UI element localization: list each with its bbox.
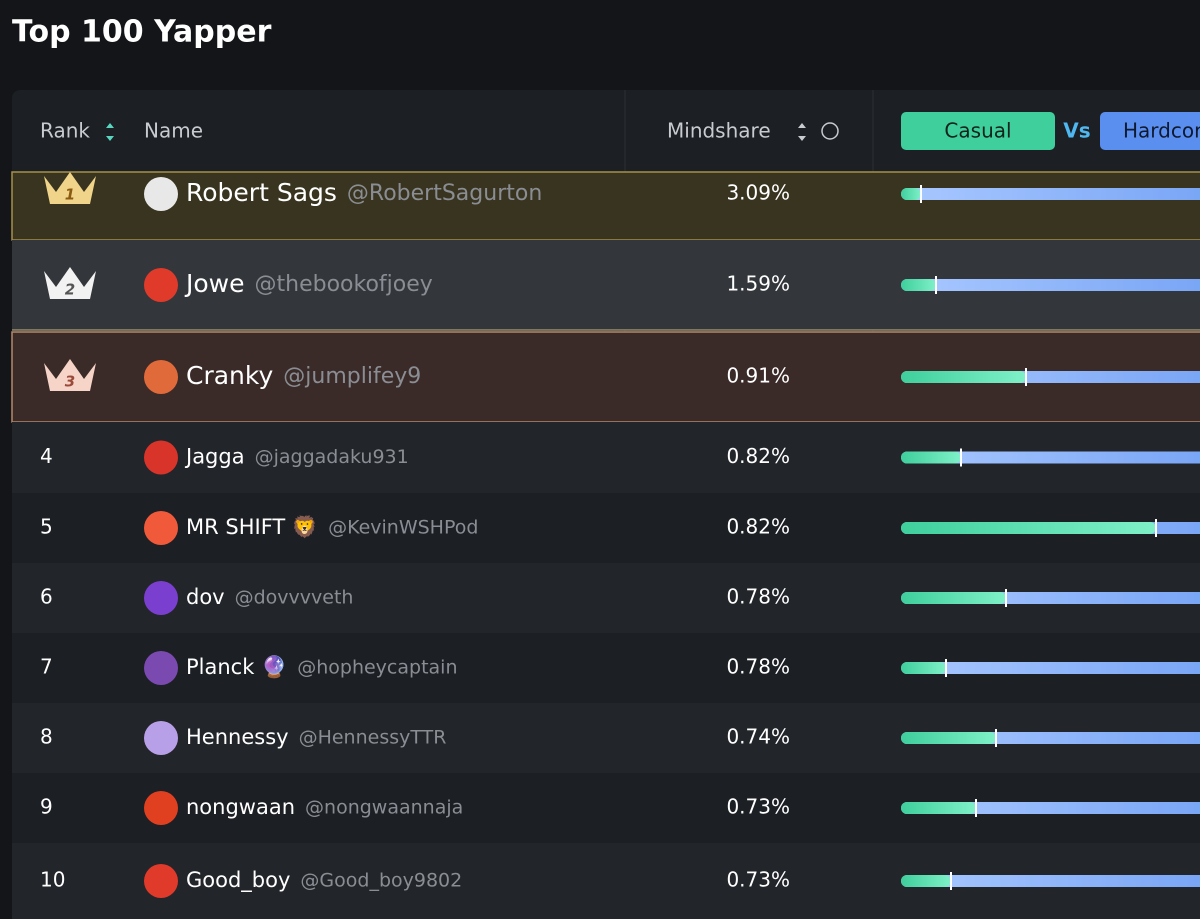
hardcore-label[interactable]: Hardcore [1123,119,1200,143]
crown-icon [44,172,96,204]
user-name: Planck 🔮 [186,654,287,679]
avatar [144,864,178,898]
user-name: Jagga [184,445,245,469]
user-name: Good_boy [186,868,290,893]
casual-bar [901,451,961,464]
mindshare: 0.82% [726,515,790,539]
casual-bar [901,188,921,200]
crown-icon [44,267,96,299]
rank: 5 [40,515,53,539]
rows: 1 Robert Sags @RobertSagurton 3.09% 2 Jowe @th… [11,171,1200,919]
user-handle: @hopheycaptain [297,657,457,679]
hardcore-bar [901,451,1200,464]
mindshare: 1.59% [726,272,790,296]
avatar [144,651,178,685]
user-name: MR SHIFT 🦁 [186,514,318,539]
rank: 4 [40,444,53,468]
crown-icon [44,359,96,391]
casual-bar [901,732,996,744]
hardcore-bar [901,279,1200,291]
casual-bar [901,662,946,674]
mindshare: 0.74% [726,725,790,749]
user-name: dov [186,585,225,609]
avatar [144,581,178,615]
rank: 10 [40,868,65,892]
hardcore-bar [901,188,1200,200]
info-icon[interactable] [821,122,839,140]
avatar [144,177,178,211]
mindshare: 3.09% [726,181,790,205]
vs-label: Vs [1063,119,1090,143]
user-name: nongwaan [186,795,295,819]
casual-label[interactable]: Casual [944,119,1011,143]
avatar [144,791,178,825]
mindshare: 0.78% [726,585,790,609]
user-handle: @jumplifey9 [283,364,421,389]
user-handle: @KevinWSHPod [328,517,478,539]
mindshare: 0.82% [726,444,790,468]
rank: 2 [65,281,75,299]
user-name: Jowe [184,269,245,298]
user-name: Robert Sags [186,178,337,207]
casual-bar [901,802,976,814]
avatar [144,440,178,475]
user-handle: @nongwaannaja [305,797,463,819]
hardcore-button[interactable] [1100,112,1200,150]
casual-bar [901,522,1156,534]
hardcore-bar [901,875,1200,887]
casual-bar [901,875,951,887]
page-title: Top 100 Yapper [12,15,272,50]
hardcore-bar [901,662,1200,674]
rank: 8 [40,725,53,749]
mindshare: 0.73% [726,868,790,892]
user-handle: @jaggadaku931 [255,446,409,468]
user-handle: @dovvvveth [235,587,354,609]
rank: 6 [40,585,53,609]
casual-bar [901,371,1026,383]
rank: 9 [40,795,53,819]
rank: 3 [65,373,75,391]
casual-bar [901,592,1006,604]
user-handle: @RobertSagurton [347,181,542,206]
user-handle: @HennessyTTR [299,727,447,749]
sort-icon[interactable] [106,123,114,141]
name-header: Name [144,119,203,143]
mindshare: 0.78% [726,655,790,679]
mindshare-header[interactable]: Mindshare [667,119,771,143]
row-background [11,171,1200,241]
user-name: Cranky [186,361,273,390]
avatar [144,721,178,755]
rank-header[interactable]: Rank [40,119,90,143]
avatar [144,360,178,394]
rank: 7 [40,655,53,679]
user-handle: @Good_boy9802 [300,870,462,892]
rank: 1 [65,186,75,204]
user-handle: @thebookofjoey [255,272,433,297]
mindshare: 0.91% [726,364,790,388]
user-name: Hennessy [186,725,289,749]
avatar [144,511,178,545]
casual-button[interactable] [901,112,1055,150]
mindshare: 0.73% [726,795,790,819]
avatar [144,268,178,302]
casual-bar [901,279,936,291]
sort-icon[interactable] [798,123,806,141]
